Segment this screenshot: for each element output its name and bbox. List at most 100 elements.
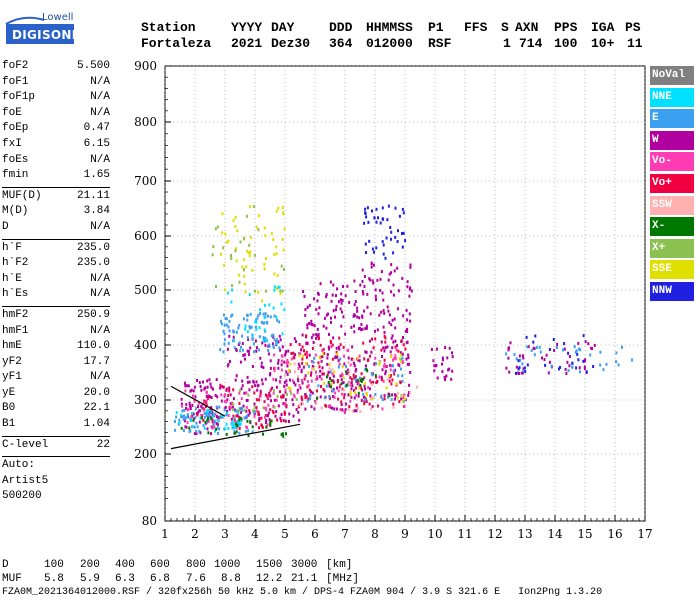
echo-point bbox=[255, 409, 258, 413]
echo-point bbox=[273, 288, 276, 292]
echo-point bbox=[245, 391, 248, 395]
echo-point bbox=[270, 232, 273, 236]
echo-point bbox=[237, 419, 240, 423]
echo-point bbox=[376, 328, 379, 332]
echo-point bbox=[396, 396, 399, 400]
echo-point bbox=[369, 312, 372, 316]
echo-point bbox=[401, 374, 404, 378]
echo-point bbox=[280, 363, 283, 367]
parameter-label: fxI bbox=[2, 137, 22, 150]
echo-point bbox=[264, 234, 267, 238]
echo-point bbox=[268, 344, 271, 348]
distance-value: 3000 bbox=[291, 559, 318, 571]
echo-point bbox=[353, 303, 356, 307]
echo-point bbox=[359, 283, 362, 287]
echo-point bbox=[270, 334, 273, 338]
echo-point bbox=[543, 358, 546, 361]
echo-point bbox=[322, 324, 325, 328]
distance-value: 400 bbox=[115, 559, 135, 571]
x-tick-label: 5 bbox=[281, 527, 289, 541]
echo-point bbox=[228, 386, 231, 390]
echo-point bbox=[341, 392, 344, 396]
x-tick-label: 1 bbox=[161, 527, 169, 541]
echo-point bbox=[381, 240, 384, 244]
parameter-label: B0 bbox=[2, 402, 16, 415]
echo-point bbox=[357, 358, 360, 362]
echo-point bbox=[237, 422, 240, 426]
echo-point bbox=[448, 367, 451, 371]
echo-point bbox=[631, 358, 633, 362]
echo-point bbox=[248, 326, 251, 330]
echo-point bbox=[350, 377, 353, 381]
echo-point bbox=[357, 381, 360, 385]
echo-point bbox=[333, 370, 336, 374]
echo-point bbox=[243, 282, 246, 286]
echo-point bbox=[190, 415, 193, 419]
echo-point bbox=[360, 398, 363, 402]
echo-point bbox=[259, 356, 262, 360]
echo-point bbox=[214, 429, 217, 433]
echo-point bbox=[400, 397, 403, 401]
echo-point bbox=[535, 346, 538, 349]
echo-point bbox=[282, 248, 285, 252]
echo-point bbox=[400, 358, 403, 361]
echo-point bbox=[283, 380, 286, 384]
p1-value: RSF bbox=[428, 36, 452, 51]
echo-point bbox=[316, 377, 319, 381]
echo-point bbox=[392, 293, 395, 297]
echo-point bbox=[180, 413, 183, 417]
echo-point bbox=[381, 217, 384, 221]
echo-point bbox=[186, 413, 189, 417]
echo-point bbox=[273, 369, 276, 373]
echo-point bbox=[357, 391, 360, 395]
echo-point bbox=[222, 385, 225, 389]
echo-point bbox=[216, 426, 219, 430]
echo-point bbox=[397, 229, 399, 233]
echo-point bbox=[232, 335, 235, 339]
echo-point bbox=[344, 294, 347, 298]
echo-point bbox=[391, 358, 394, 362]
legend-item: E bbox=[650, 109, 694, 129]
echo-point bbox=[269, 359, 272, 363]
echo-point bbox=[364, 398, 367, 401]
echo-point bbox=[316, 334, 319, 338]
echo-point bbox=[279, 289, 282, 293]
parameter-label: hmE bbox=[2, 340, 22, 353]
echo-point bbox=[382, 252, 385, 256]
echo-point bbox=[228, 406, 231, 410]
echo-point bbox=[209, 395, 212, 399]
echo-point bbox=[316, 396, 318, 400]
echo-point bbox=[565, 372, 568, 375]
parameter-label: foEs bbox=[2, 153, 29, 166]
echo-point bbox=[539, 350, 542, 354]
echo-point bbox=[562, 348, 564, 352]
echo-point bbox=[283, 373, 286, 377]
echo-point bbox=[189, 419, 192, 422]
echo-point bbox=[308, 364, 311, 368]
echo-point bbox=[374, 329, 376, 333]
echo-point bbox=[368, 387, 371, 391]
header-label-row: Station YYYY DAY DDD HHMMSS P1 FFS S AXN… bbox=[141, 20, 661, 36]
echo-point bbox=[370, 261, 373, 265]
echo-point bbox=[386, 377, 389, 381]
legend-item: X- bbox=[650, 217, 694, 237]
echo-point bbox=[180, 397, 183, 401]
echo-point bbox=[566, 360, 569, 364]
echo-point bbox=[238, 280, 241, 284]
echo-point bbox=[397, 349, 400, 353]
scaled-parameters-panel: foF2 5.500 foF1 N/A foF1p N/A foE N/A foEp 0.47 fx… bbox=[2, 60, 110, 506]
echo-point bbox=[310, 336, 313, 340]
echo-point bbox=[337, 345, 340, 349]
echo-point bbox=[292, 393, 295, 397]
parameter-divider bbox=[2, 305, 110, 307]
echo-point bbox=[339, 343, 342, 347]
echo-point bbox=[272, 306, 275, 310]
echo-point bbox=[260, 416, 263, 420]
echo-point bbox=[315, 377, 318, 381]
echo-point bbox=[193, 432, 196, 436]
echo-point bbox=[186, 384, 189, 388]
echo-point bbox=[206, 411, 208, 415]
echo-point bbox=[376, 278, 379, 282]
echo-point bbox=[181, 409, 184, 413]
echo-point bbox=[367, 386, 370, 389]
